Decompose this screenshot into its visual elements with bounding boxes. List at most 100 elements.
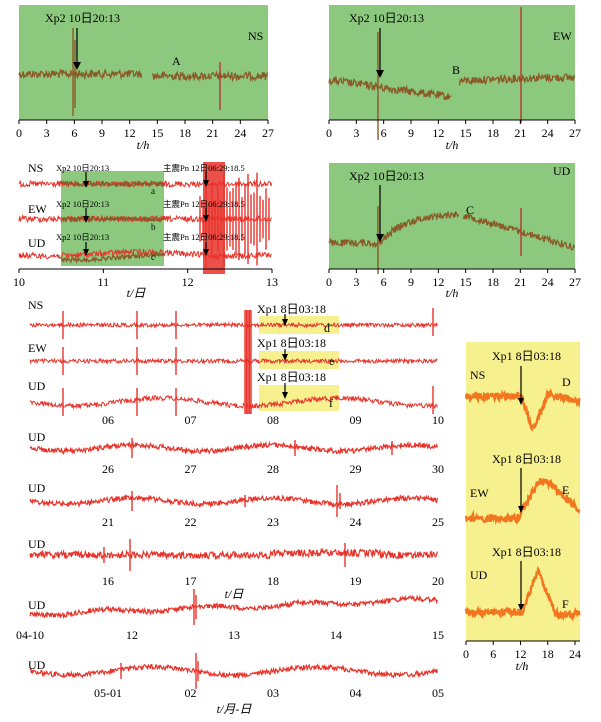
ud-waveform — [328, 209, 460, 249]
xp1-window-highlight-ew — [259, 351, 339, 369]
x-ticks: 0 3 6 9 12 15 18 21 24 27 — [326, 120, 581, 140]
segment-label-d: d — [324, 321, 330, 335]
x-tick-label: 28 — [267, 462, 279, 476]
ns-waveform — [18, 67, 143, 81]
ew-channel-label: EW — [28, 202, 47, 216]
x-tick-label: 12 — [432, 275, 444, 289]
event-arrows — [518, 366, 524, 611]
x-tick-label: 04-10 — [16, 628, 44, 642]
channel-label: UD — [553, 164, 571, 178]
x-tick-label: 11 — [98, 275, 110, 289]
x-tick-label: 03 — [267, 686, 279, 700]
x-ticks: 0 6 12 18 24 — [463, 641, 581, 661]
xp1-label-ew: Xp1 8日03:18 — [257, 336, 326, 350]
panel-background — [329, 163, 575, 269]
panel-ns-xp2: Xp2 10日20:13 NS A 0 3 6 9 12 15 18 21 24 27 t/h — [16, 5, 274, 152]
x-tick-label: 18 — [267, 574, 279, 588]
x-ticks: 06 07 08 09 10 — [102, 413, 444, 427]
ns-channel-label: NS — [470, 368, 485, 382]
segment-label-c: c — [151, 252, 155, 262]
ud-waveform — [29, 663, 438, 680]
x-tick-label: 25 — [432, 515, 444, 529]
x-tick-label: 30 — [432, 462, 444, 476]
ud-channel-label: UD — [28, 236, 46, 250]
x-axis-label: t/月-日 — [217, 702, 253, 716]
x-tick-label: 24 — [542, 126, 554, 140]
x-tick-label: 14 — [330, 628, 342, 642]
three-channel-traces — [18, 170, 273, 268]
x-tick-label: 27 — [569, 275, 581, 289]
ud-xp2-segment — [60, 250, 165, 264]
panel-ud-21-25: UD 21 22 23 24 25 — [28, 481, 444, 529]
ud-channel-label: UD — [28, 379, 46, 393]
xp1-label-ud: Xp1 8日03:18 — [492, 545, 561, 559]
arrow-head — [203, 180, 209, 187]
arrow-head — [518, 398, 524, 405]
marker-label-a-upper: A — [172, 54, 181, 68]
x-tick-label: 21 — [514, 275, 526, 289]
x-tick-label: 04 — [350, 686, 362, 700]
arrow-head — [282, 392, 288, 399]
arrow-head — [376, 234, 384, 242]
ns-waveform — [29, 321, 438, 329]
mainshock-burst — [203, 162, 225, 274]
x-tick-label: 24 — [234, 126, 246, 140]
panel-mainshock-3ch: NS EW UD Xp2 10日20:13 Xp2 10日20:13 Xp2 1… — [13, 161, 278, 300]
x-tick-label: 21 — [514, 126, 526, 140]
panel-ud-05-01: UD 05-01 02 03 04 05 t/月-日 — [28, 653, 444, 716]
arrow-head — [83, 216, 89, 223]
channel-label: UD — [28, 430, 46, 444]
x-tick-label: 15 — [151, 126, 163, 140]
marker-label-b-upper: B — [452, 63, 460, 77]
event-arrows — [282, 314, 288, 399]
x-tick-label: 12 — [515, 647, 527, 661]
ud-waveform — [462, 212, 575, 251]
mainshock-label-ud: 主震Pn 12日06:29:18.5 — [163, 232, 245, 242]
x-axis-label: t/h — [446, 138, 459, 152]
x-tick-label: 12 — [126, 628, 138, 642]
ud-trace — [29, 539, 438, 571]
x-tick-label: 06 — [102, 413, 114, 427]
x-tick-label: 22 — [185, 515, 197, 529]
x-tick-label: 05-01 — [94, 686, 122, 700]
x-ticks: 16 17 18 19 20 — [102, 574, 444, 588]
x-tick-label: 6 — [381, 126, 387, 140]
x-tick-label: 29 — [350, 462, 362, 476]
x-tick-label: 18 — [179, 126, 191, 140]
ud-zoom-waveform — [464, 566, 581, 622]
x-tick-label: 08 — [267, 413, 279, 427]
x-tick-label: 9 — [408, 126, 414, 140]
ud-waveform — [29, 594, 438, 620]
x-tick-label: 6 — [71, 126, 77, 140]
x-axis-label: t/h — [137, 138, 150, 152]
x-tick-label: 02 — [185, 686, 197, 700]
x-tick-label: 10 — [13, 275, 25, 289]
x-tick-label: 0 — [463, 647, 469, 661]
arrow-head — [203, 215, 209, 222]
panel-ud-26-30: UD 26 27 28 29 30 — [28, 430, 444, 476]
x-tick-label: 3 — [353, 275, 359, 289]
channel-label: UD — [28, 481, 46, 495]
arrow-head — [518, 506, 524, 513]
channel-label: UD — [28, 598, 46, 612]
x-tick-label: 24 — [569, 647, 581, 661]
panel-ud-16-20: UD 16 17 18 19 20 t/日 — [28, 537, 444, 601]
ew-xp2-segment — [60, 214, 165, 223]
channel-label: UD — [28, 537, 46, 551]
x-tick-label: 0 — [326, 126, 332, 140]
panel-background — [19, 5, 268, 120]
x-tick-label: 24 — [350, 515, 362, 529]
arrow-head — [83, 181, 89, 188]
arrow-head — [73, 62, 81, 70]
ew-waveform — [29, 357, 438, 365]
ud-waveform — [29, 547, 438, 561]
ns-xp2-segment — [60, 179, 165, 189]
xp1-label-ns: Xp1 8日03:18 — [492, 349, 561, 363]
x-tick-label: 26 — [102, 462, 114, 476]
x-tick-label: 18 — [487, 126, 499, 140]
xp2-label-ew: Xp2 10日20:13 — [56, 199, 109, 209]
x-tick-label: 24 — [542, 275, 554, 289]
x-tick-label: 15 — [460, 275, 472, 289]
x-axis-label: t/h — [446, 286, 459, 300]
xp2-label: Xp2 10日20:13 — [349, 11, 424, 25]
